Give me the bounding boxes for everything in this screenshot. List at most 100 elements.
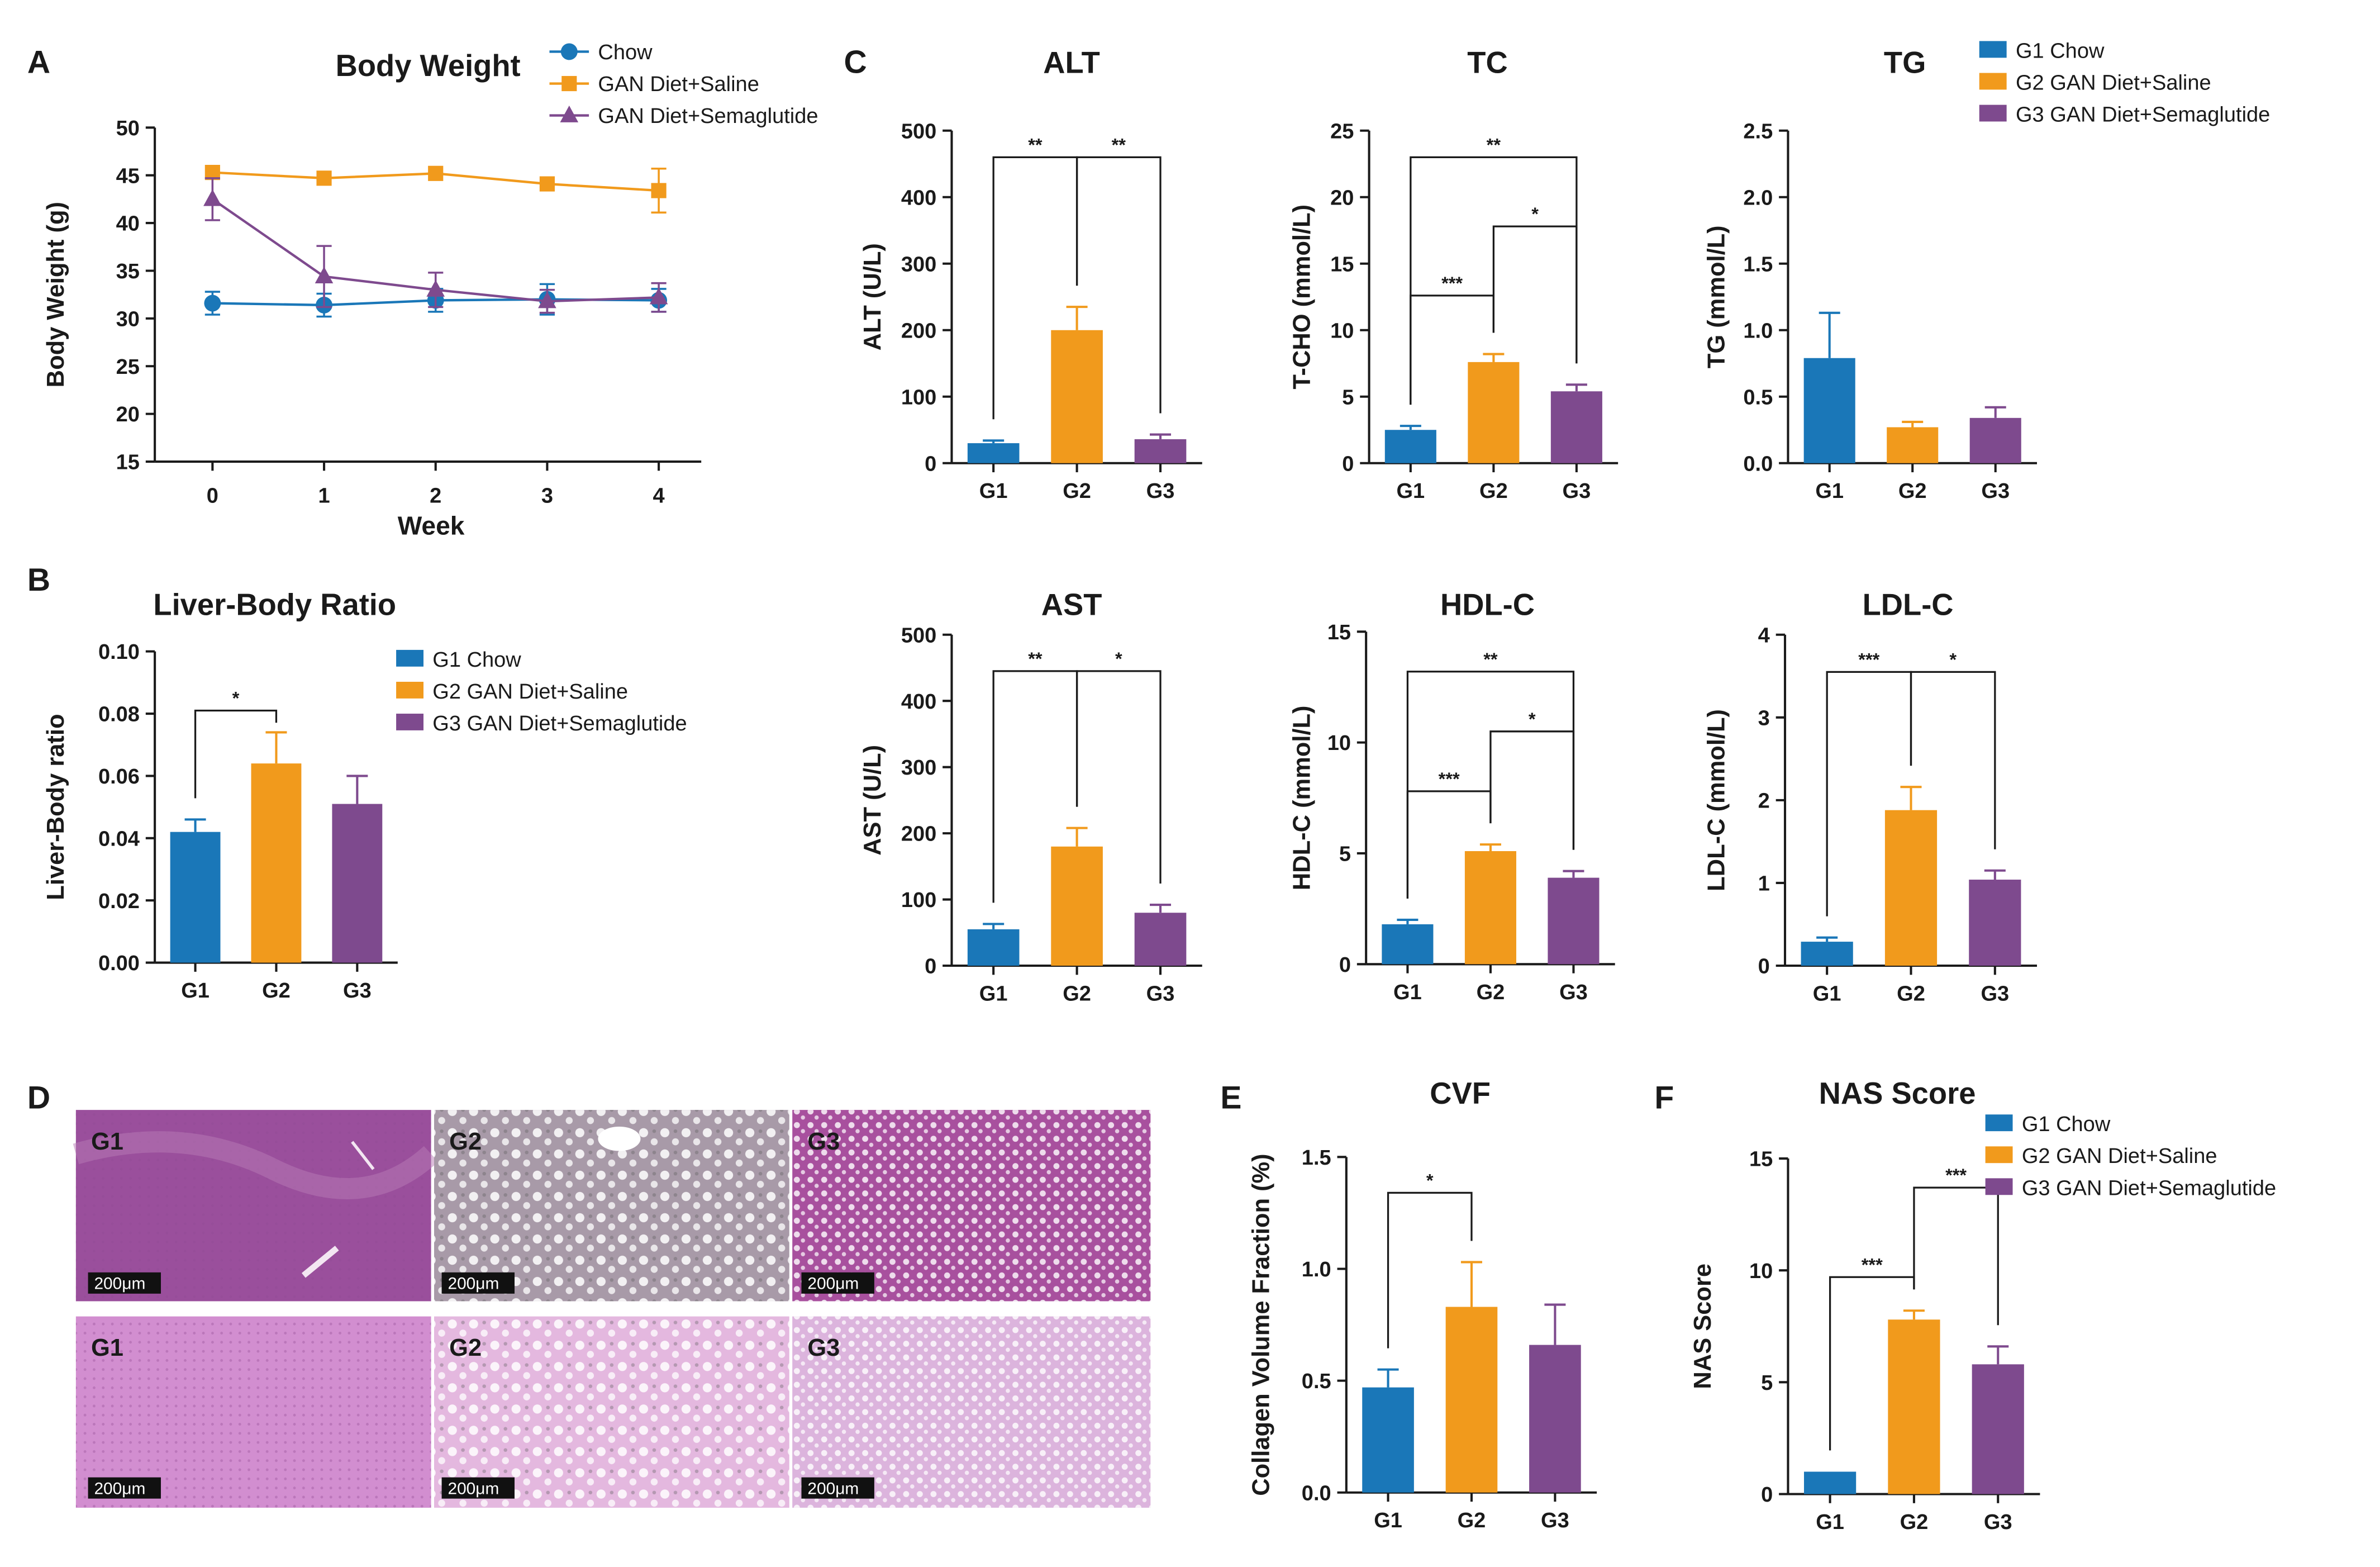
x-tick-label: G3 [1559,981,1588,1004]
scale-bar: 200μm [441,1272,515,1294]
y-tick-label: 1.0 [1302,1258,1331,1281]
micrograph-bottom-g1 [75,1316,431,1508]
legend-label: G2 GAN Diet+Saline [2022,1145,2217,1168]
x-tick-label: G1 [1393,981,1422,1004]
y-axis-label: LDL-C (mmol/L) [1703,709,1730,891]
micrograph-label: G2 [449,1335,482,1361]
bar [1548,877,1600,965]
x-tick-label: G2 [1479,479,1508,503]
significance-label: ** [1112,134,1126,155]
micrograph-top-g2 [434,1110,789,1302]
bar [1051,330,1103,463]
y-axis-label: NAS Score [1689,1264,1716,1389]
x-tick-label: G3 [1984,1511,2012,1534]
data-point [651,183,667,198]
legend-swatch [396,714,423,730]
y-tick-label: 0.00 [98,952,140,975]
x-tick-label: G3 [343,979,372,1003]
y-axis-label: Body Weight (g) [42,202,69,387]
body-weight-legend: Chow GAN Diet+Saline GAN Diet+Semaglutide [549,41,818,128]
y-tick-label: 300 [901,756,936,780]
x-tick-label: G1 [1815,479,1844,503]
bar [1382,924,1434,965]
significance-label: * [1115,648,1122,669]
significance-bracket [194,709,278,799]
data-point [315,267,334,283]
y-tick-label: 15 [1749,1148,1773,1171]
y-tick-label: 35 [116,260,140,283]
x-tick-label: 1 [318,484,330,507]
legend-label: G3 GAN Diet+Semaglutide [2022,1176,2276,1200]
y-axis-label: AST (U/L) [859,745,886,856]
significance-bracket [1492,225,1578,364]
legend-label: GAN Diet+Saline [598,73,759,96]
y-tick-label: 5 [1342,386,1354,409]
chart-title: TG [1884,46,1926,80]
data-point [538,291,556,308]
x-tick-label: G3 [1541,1509,1569,1532]
x-tick-label: G1 [979,982,1008,1006]
chart-title: TC [1467,46,1507,80]
data-point [316,170,332,186]
y-tick-label: 0.08 [98,703,140,726]
x-tick-label: G3 [1146,479,1175,503]
y-tick-label: 1.0 [1743,319,1773,343]
y-tick-label: 10 [1327,732,1351,755]
y-tick-label: 200 [901,319,936,343]
chart-title: Liver-Body Ratio [153,587,396,621]
significance-bracket [1913,1186,1999,1326]
y-tick-label: 1 [1758,872,1770,896]
y-tick-label: 200 [901,823,936,846]
y-tick-label: 0 [925,955,936,979]
bar [1803,1471,1857,1494]
data-point [428,165,444,181]
legend-label: G1 Chow [2022,1113,2111,1136]
nas-score-chart: NAS Score NAS Score 0 5 10 15 G1 G2 G3 *** *** [1689,1076,2040,1534]
data-point [426,279,445,297]
significance-label: * [1531,203,1539,224]
y-tick-label: 15 [1327,621,1351,644]
legend-label: G3 GAN Diet+Semaglutide [2016,103,2270,126]
data-point [560,105,579,122]
bar [1384,430,1436,463]
x-tick-label: G2 [1063,982,1091,1006]
significance-bracket [1910,671,1996,849]
bar [1550,391,1602,463]
y-tick-label: 0 [1339,953,1351,977]
y-tick-label: 0.0 [1302,1481,1331,1505]
significance-label: * [1529,709,1536,729]
data-point [204,295,221,312]
bar [967,443,1020,463]
y-tick-label: 15 [1330,253,1354,276]
y-tick-label: 100 [901,889,936,912]
y-tick-label: 10 [1749,1260,1773,1283]
bar [1464,851,1516,965]
scale-bar: 200μm [801,1272,874,1294]
y-tick-label: 300 [901,253,936,276]
significance-bracket [1075,156,1162,414]
chart-title: CVF [1430,1076,1491,1110]
x-tick-label: G3 [1563,479,1591,503]
legend-label: G3 GAN Diet+Semaglutide [432,712,687,735]
panel-label-f: F [1654,1080,1674,1115]
data-point [539,176,555,192]
significance-bracket [1489,730,1575,850]
legend-swatch [1979,105,2007,122]
x-tick-label: G1 [1396,479,1425,503]
legend-swatch [396,649,423,667]
x-tick-label: G2 [1897,982,1925,1006]
y-tick-label: 4 [1758,624,1770,647]
y-tick-label: 5 [1339,843,1351,866]
bar [1529,1345,1581,1493]
legend-swatch [1985,1146,2013,1164]
x-tick-label: G2 [1477,981,1505,1004]
y-tick-label: 40 [116,212,140,236]
bar [1134,913,1187,966]
scale-bar: 200μm [801,1477,874,1499]
bar [1468,362,1520,463]
legend-swatch [396,681,423,699]
x-tick-label: G3 [1146,982,1175,1006]
bar [1887,427,1939,463]
